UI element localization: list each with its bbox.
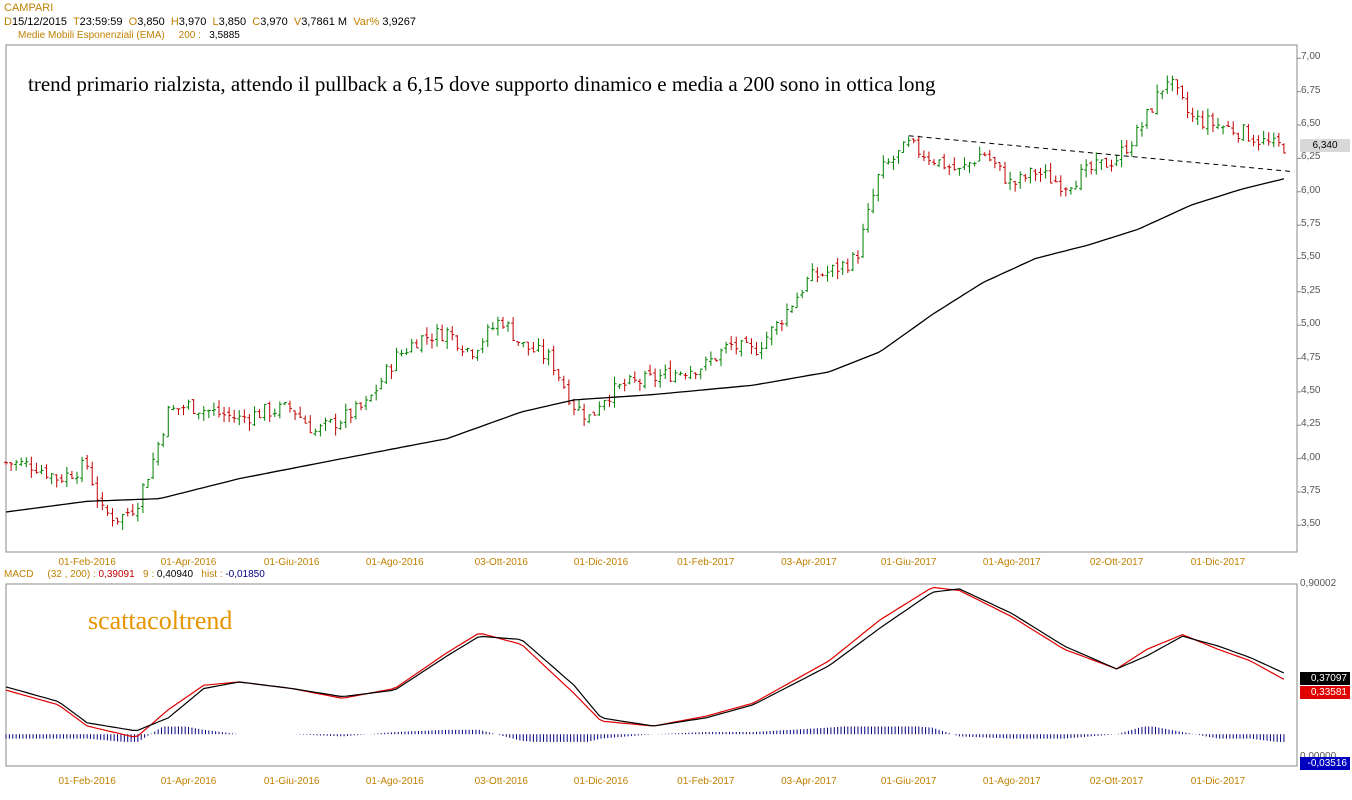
macd-x-tick-label: 01-Ago-2016: [365, 776, 424, 787]
y-tick-label: 4,25: [1301, 418, 1321, 430]
macd-x-tick-label: 01-Dic-2017: [1190, 776, 1246, 787]
x-tick-label: 01-Feb-2016: [58, 557, 116, 568]
x-tick-label: 01-Feb-2017: [677, 557, 735, 568]
y-tick-label: 5,75: [1301, 218, 1321, 230]
y-tick-label: 6,25: [1301, 151, 1321, 163]
signal-value-tag: 0,37097: [1300, 672, 1350, 685]
last-price-tag: 6,340: [1300, 139, 1350, 152]
signal-line: [5, 588, 1285, 732]
macd-x-tick-label: 03-Ott-2016: [474, 776, 528, 787]
ema200-line: [5, 178, 1285, 513]
y-tick-label: 6,00: [1301, 184, 1321, 196]
x-tick-label: 01-Ago-2016: [365, 557, 424, 568]
macd-x-tick-label: 03-Apr-2017: [781, 776, 837, 787]
y-tick-label: 5,50: [1301, 251, 1321, 263]
macd-x-tick-label: 01-Giu-2017: [880, 776, 937, 787]
macd-x-tick-label: 01-Ago-2017: [982, 776, 1041, 787]
ohlc-readout: D15/12/2015 T23:59:59 O3,850 H3,970 L3,8…: [4, 16, 416, 28]
y-tick-label: 3,50: [1301, 518, 1321, 530]
macd-legend: MACD (32 , 200) : 0,39091 9 : 0,40940 hi…: [4, 569, 265, 580]
macd-x-tick-label: 01-Apr-2016: [160, 776, 217, 787]
watermark-text: scattacoltrend: [88, 606, 233, 635]
resistance-trendline: [908, 135, 1295, 173]
macd-x-tick-label: 01-Feb-2017: [677, 776, 735, 787]
x-tick-label: 01-Dic-2016: [573, 557, 629, 568]
x-tick-label: 01-Apr-2016: [160, 557, 217, 568]
symbol-title: CAMPARI: [4, 2, 54, 14]
macd-x-tick-label: 01-Feb-2016: [58, 776, 116, 787]
x-tick-label: 01-Dic-2017: [1190, 557, 1246, 568]
price-panel: [5, 44, 1298, 553]
y-tick-label: 5,00: [1301, 318, 1321, 330]
y-tick-label: 5,25: [1301, 284, 1321, 296]
histogram-value-tag: -0,03516: [1300, 757, 1350, 770]
x-tick-label: 01-Giu-2017: [880, 557, 937, 568]
y-tick-label: 6,50: [1301, 118, 1321, 130]
macd-x-tick-label: 01-Dic-2016: [573, 776, 629, 787]
trend-annotation: trend primario rialzista, attendo il pul…: [28, 72, 936, 96]
y-tick-label: 6,75: [1301, 84, 1321, 96]
x-tick-label: 01-Giu-2016: [263, 557, 320, 568]
y-tick-label: 4,50: [1301, 384, 1321, 396]
macd-axis-top: 0,90002: [1300, 578, 1337, 589]
macd-panel: [5, 583, 1298, 767]
y-tick-label: 4,75: [1301, 351, 1321, 363]
x-tick-label: 03-Apr-2017: [781, 557, 837, 568]
y-tick-label: 4,00: [1301, 451, 1321, 463]
macd-x-tick-label: 01-Giu-2016: [263, 776, 320, 787]
macd-value-tag: 0,33581: [1300, 686, 1350, 699]
y-tick-label: 3,75: [1301, 484, 1321, 496]
x-tick-label: 01-Ago-2017: [982, 557, 1041, 568]
y-tick-label: 7,00: [1301, 51, 1321, 63]
x-tick-label: 03-Ott-2016: [474, 557, 528, 568]
x-tick-label: 02-Ott-2017: [1089, 557, 1144, 568]
ema-legend: Medie Mobili Esponenziali (EMA) 200 : 3,…: [18, 30, 240, 41]
macd-axis-zero: 0,00000: [1300, 751, 1336, 762]
macd-x-tick-label: 02-Ott-2017: [1089, 776, 1144, 787]
